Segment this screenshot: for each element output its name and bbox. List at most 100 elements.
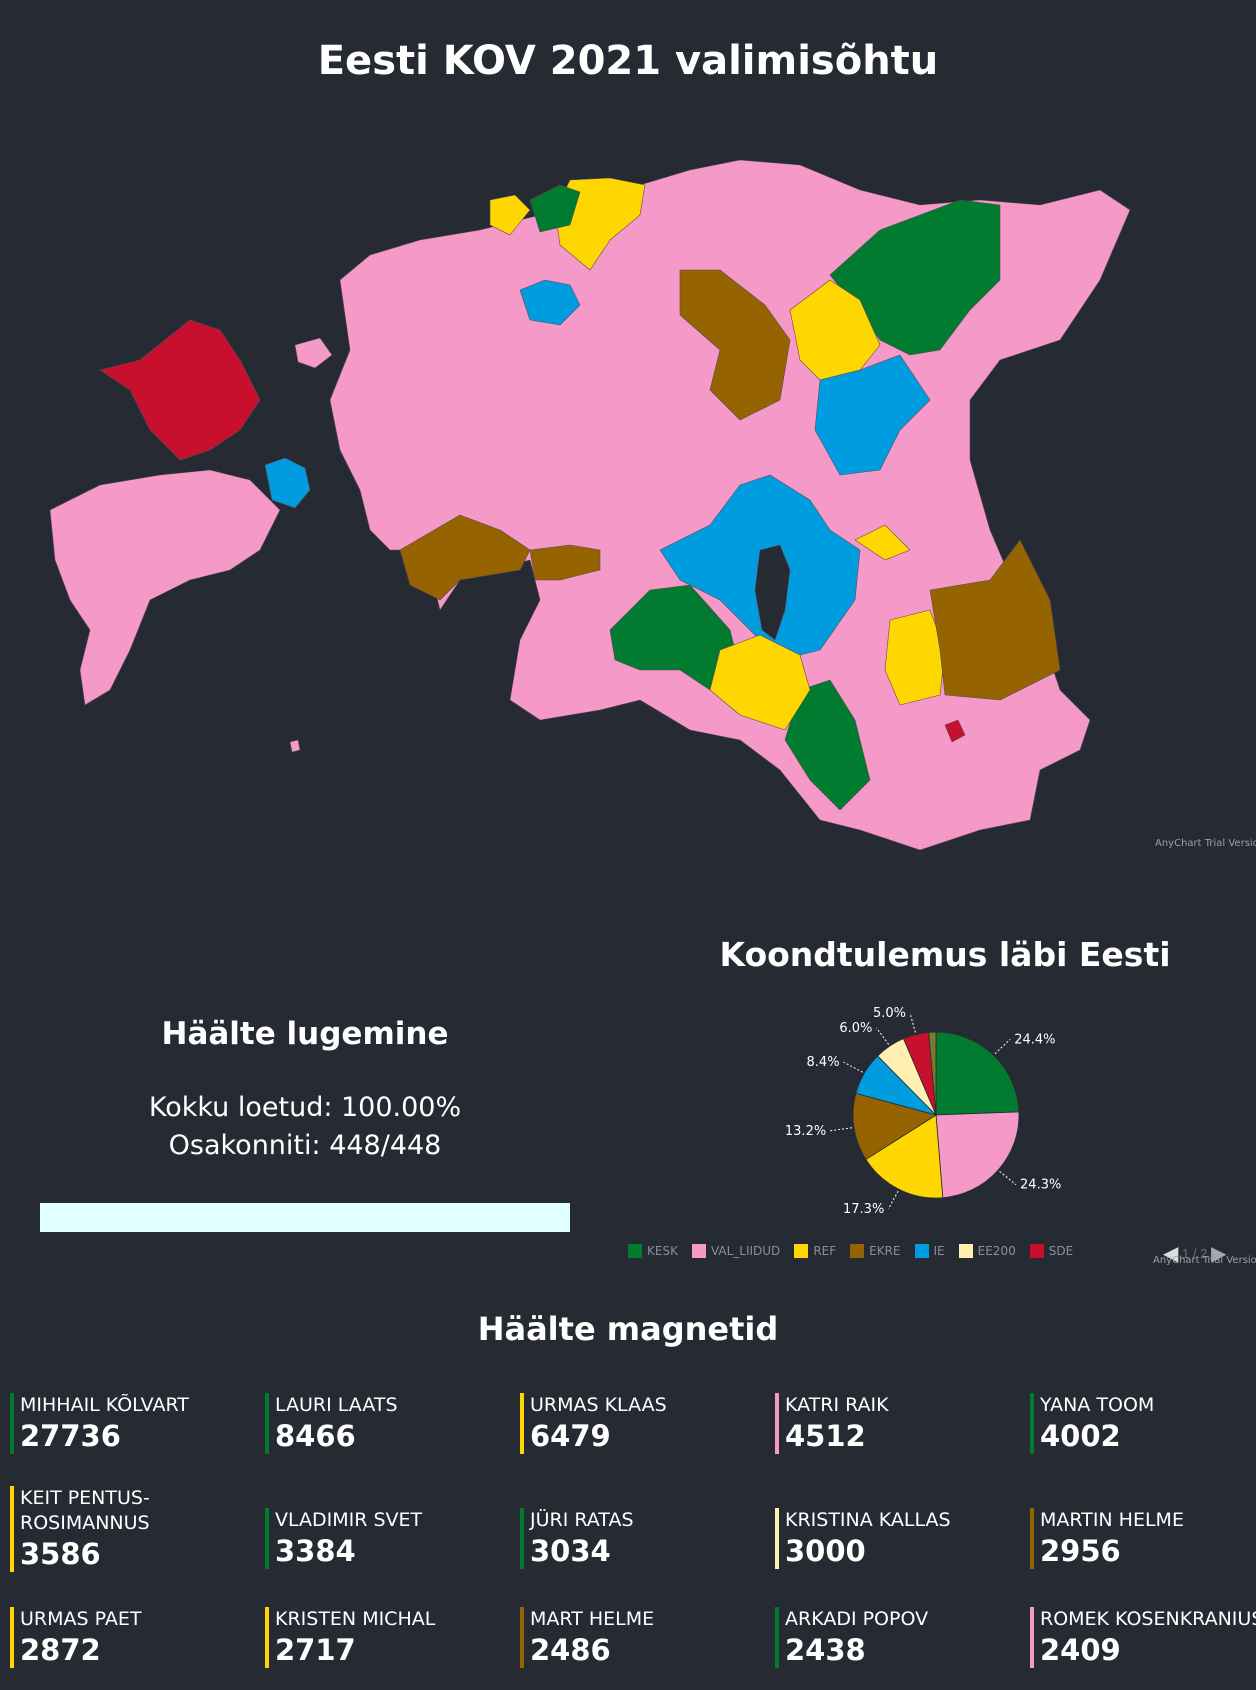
legend-swatch xyxy=(691,1244,706,1258)
legend-label: SDE xyxy=(1048,1244,1074,1258)
legend-swatch xyxy=(850,1244,865,1258)
candidate-card: YANA TOOM 4002 xyxy=(1030,1393,1256,1454)
candidate-card: JÜRI RATAS 3034 xyxy=(520,1508,760,1569)
candidate-votes: 2717 xyxy=(275,1633,356,1667)
candidate-votes: 27736 xyxy=(20,1419,121,1453)
pie-slice-ekre[interactable] xyxy=(852,1092,937,1161)
pie-slice-kesk[interactable] xyxy=(935,1031,1020,1116)
legend-swatch xyxy=(914,1244,929,1258)
candidate-name: KRISTEN MICHAL xyxy=(275,1608,436,1630)
pager-next-icon[interactable]: ▶ xyxy=(1210,1243,1227,1265)
candidate-card: ROMEK KOSENKRANIUS 2409 xyxy=(1030,1607,1256,1668)
pager-text: 1 / 2 xyxy=(1182,1246,1208,1261)
candidate-card: MIHHAIL KÕLVART 27736 xyxy=(10,1393,250,1454)
pie-slice-val_liidud[interactable] xyxy=(935,1111,1020,1199)
legend-item-ekre[interactable]: EKRE xyxy=(850,1244,901,1258)
pie-slice-ref[interactable] xyxy=(865,1114,944,1199)
pie-legend: KESK VAL_LIIDUD REF EKRE IE EE200 SDE xyxy=(628,1240,1073,1262)
page-title: Eesti KOV 2021 valimisõhtu xyxy=(317,38,939,84)
counting-districts: Osakonniti: 448/448 xyxy=(168,1130,442,1161)
legend-label: EKRE xyxy=(869,1244,901,1258)
legend-item-ee200[interactable]: EE200 xyxy=(958,1244,1016,1258)
map-central-ekre xyxy=(679,269,791,421)
candidate-name: JÜRI RATAS xyxy=(530,1509,634,1531)
estonia-map-svg xyxy=(49,159,1131,851)
candidate-votes: 2438 xyxy=(785,1633,866,1667)
legend-label: KESK xyxy=(647,1244,678,1258)
candidate-name: URMAS KLAAS xyxy=(530,1394,667,1416)
candidate-card: KRISTEN MICHAL 2717 xyxy=(265,1607,505,1668)
map-southeast-ref xyxy=(884,609,946,706)
pie-slice-other[interactable] xyxy=(928,1031,937,1116)
candidate-card: URMAS KLAAS 6479 xyxy=(520,1393,760,1454)
pie-connector xyxy=(876,1027,890,1045)
candidate-card: LAURI LAATS 8466 xyxy=(265,1393,505,1454)
candidate-card: MARTIN HELME 2956 xyxy=(1030,1508,1256,1569)
pie-connector xyxy=(887,1190,899,1210)
counting-title: Häälte lugemine xyxy=(161,1016,449,1052)
candidate-name: KEIT PENTUS-ROSIMANNUS xyxy=(20,1487,150,1534)
legend-item-ref[interactable]: REF xyxy=(794,1244,836,1258)
candidate-name: ARKADI POPOV xyxy=(785,1608,929,1630)
map-lake xyxy=(754,544,791,641)
map-southeast-kesk xyxy=(784,679,871,811)
legend-item-val_liidud[interactable]: VAL_LIIDUD xyxy=(691,1244,780,1258)
legend-pager: ◀ 1 / 2 ▶ xyxy=(1163,1241,1226,1266)
pie-connector xyxy=(843,1061,863,1073)
candidate-card: KEIT PENTUS-ROSIMANNUS 3586 xyxy=(10,1486,250,1572)
candidate-card: ARKADI POPOV 2438 xyxy=(775,1607,1015,1668)
pie-label: 17.3% xyxy=(843,1202,884,1217)
candidate-votes: 3000 xyxy=(785,1534,866,1568)
counting-progress-fill xyxy=(40,1203,570,1232)
map-muhu xyxy=(264,457,311,509)
candidate-card: VLADIMIR SVET 3384 xyxy=(265,1508,505,1569)
candidate-votes: 8466 xyxy=(275,1419,356,1453)
pie-label: 24.4% xyxy=(1014,1032,1055,1047)
candidate-votes: 2486 xyxy=(530,1633,611,1667)
candidate-votes: 3586 xyxy=(20,1537,101,1571)
map-vormsi xyxy=(294,337,333,369)
legend-item-kesk[interactable]: KESK xyxy=(628,1244,678,1258)
pager-prev-icon[interactable]: ◀ xyxy=(1163,1243,1179,1265)
counting-total: Kokku loetud: 100.00% xyxy=(148,1092,462,1123)
counting-progress-bar xyxy=(40,1203,570,1232)
candidate-card: KRISTINA KALLAS 3000 xyxy=(775,1508,1015,1569)
pie-chart[interactable]: 24.4% 24.3% 17.3% 13.2% 8.4% 6.0%5.0% xyxy=(770,990,1090,1220)
candidate-name: MART HELME xyxy=(530,1608,655,1630)
legend-swatch xyxy=(628,1244,642,1258)
map-east-ref-small xyxy=(854,524,911,561)
candidate-card: URMAS PAET 2872 xyxy=(10,1607,250,1668)
candidate-name: ROMEK KOSENKRANIUS xyxy=(1040,1608,1256,1630)
candidate-name: MIHHAIL KÕLVART xyxy=(20,1394,189,1416)
candidate-card: MART HELME 2486 xyxy=(520,1607,760,1668)
pie-credit: AnyChart Trial Version xyxy=(1153,1255,1256,1266)
candidate-name: MARTIN HELME xyxy=(1040,1509,1184,1531)
map-south-ref xyxy=(709,634,811,731)
legend-label: IE xyxy=(933,1244,945,1258)
legend-swatch xyxy=(1029,1244,1044,1258)
pie-label: 5.0% xyxy=(873,1006,906,1021)
candidate-votes: 2872 xyxy=(20,1633,101,1667)
candidate-votes: 4002 xyxy=(1040,1419,1121,1453)
pie-chart-title: Koondtulemus läbi Eesti xyxy=(719,935,1171,974)
map-west-ekre-2 xyxy=(529,544,601,581)
candidate-votes: 6479 xyxy=(530,1419,611,1453)
map-saaremaa xyxy=(49,469,281,706)
pie-connector xyxy=(909,1013,916,1033)
legend-item-sde[interactable]: SDE xyxy=(1029,1244,1074,1258)
candidate-votes: 3034 xyxy=(530,1534,611,1568)
pie-connector xyxy=(999,1171,1017,1186)
legend-swatch xyxy=(794,1244,809,1258)
candidate-name: LAURI LAATS xyxy=(275,1394,398,1416)
candidate-name: VLADIMIR SVET xyxy=(275,1509,423,1531)
election-map[interactable]: AnyChart Trial Version xyxy=(40,130,1256,910)
pie-label: 24.3% xyxy=(1020,1178,1061,1193)
legend-label: EE200 xyxy=(977,1244,1016,1258)
pie-connector xyxy=(830,1127,853,1132)
map-hiiumaa xyxy=(99,319,261,461)
map-south-sde xyxy=(944,719,966,743)
legend-item-ie[interactable]: IE xyxy=(914,1244,945,1258)
pie-label: 6.0% xyxy=(839,1021,872,1036)
pie-connector xyxy=(994,1039,1011,1055)
candidate-votes: 2956 xyxy=(1040,1534,1121,1568)
